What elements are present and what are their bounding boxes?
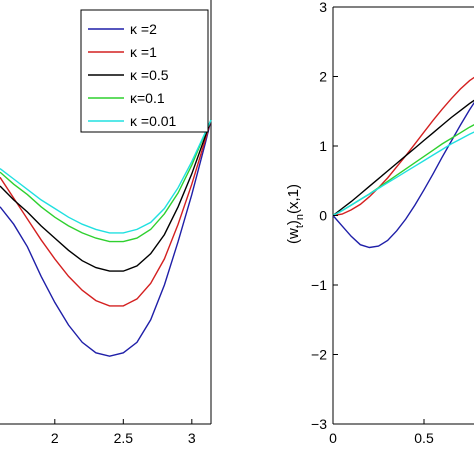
y-tick-label: −1 (311, 277, 327, 293)
ylabel-subscript-n: n (294, 214, 306, 220)
left-chart-panel: 2 2.5 3 (0, 0, 212, 446)
legend-box (80, 9, 209, 133)
y-tick-label: −2 (311, 347, 327, 363)
x-tick-label: 2 (51, 430, 59, 446)
legend-label: κ =0.01 (130, 113, 177, 129)
x-tick-label: 0 (329, 430, 337, 446)
left-plot-curves (0, 119, 212, 357)
ylabel-part: ) (285, 220, 302, 225)
series-line-right-1 (332, 76, 474, 217)
legend: κ =2 κ =1 κ =0.5 κ=0.1 κ =0.01 (80, 9, 209, 133)
y-tick-label: −3 (311, 416, 327, 432)
ylabel-part: (w (285, 228, 302, 244)
y-tick-label: 0 (319, 208, 327, 224)
series-line-left-3 (0, 119, 212, 243)
y-tick-label: 2 (319, 69, 327, 85)
left-x-ticks: 2 2.5 3 (51, 419, 196, 446)
x-tick-label: 0.5 (414, 430, 434, 446)
ylabel-subscript-t: t (294, 225, 306, 228)
x-tick-label: 2.5 (114, 430, 134, 446)
right-x-ticks: 0 0.5 (329, 419, 434, 446)
legend-entries: κ =2 κ =1 κ =0.5 κ=0.1 κ =0.01 (88, 21, 177, 129)
legend-label: κ =2 (130, 21, 157, 37)
right-y-ticks: −3 −2 −1 0 1 2 3 (311, 0, 338, 432)
legend-label: κ =1 (130, 44, 157, 60)
series-line-right-4 (332, 131, 474, 217)
legend-label: κ =0.5 (130, 67, 169, 83)
series-line-left-0 (0, 119, 212, 357)
series-line-right-2 (332, 99, 474, 217)
series-line-right-3 (332, 124, 474, 217)
right-y-axis-label: (wt)n(x,1) (285, 184, 306, 244)
series-line-left-4 (0, 119, 212, 234)
series-line-left-2 (0, 119, 212, 272)
series-line-left-1 (0, 119, 212, 307)
series-line-right-0 (332, 101, 474, 249)
y-tick-label: 3 (319, 0, 327, 15)
ylabel-part: (x,1) (285, 184, 302, 214)
legend-label: κ=0.1 (130, 90, 165, 106)
y-tick-label: 1 (319, 138, 327, 154)
x-tick-label: 3 (188, 430, 196, 446)
right-plot-curves (332, 76, 474, 249)
